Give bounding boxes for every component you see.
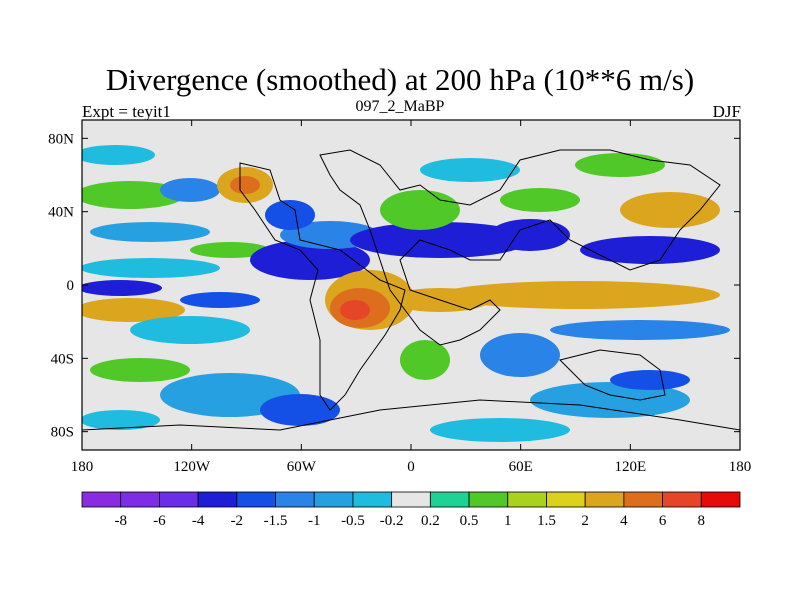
field-patch — [430, 418, 570, 442]
colorbar: -8 -6 -4 -2 -1.5 -1 -0.5 -0.2 0.2 0.5 1 1.5 2 4 6 8 — [81, 491, 741, 529]
field-patch — [190, 242, 270, 258]
eurasia-africa-outline — [319, 149, 721, 346]
colorbar-label: 0.2 — [421, 513, 440, 529]
australia-outline — [559, 349, 666, 401]
colorbar-label: 1 — [504, 513, 512, 529]
field-patch — [82, 298, 185, 322]
x-tick-label: 180 — [71, 459, 94, 475]
colorbar-box — [352, 491, 393, 508]
y-tick-label: 40N — [48, 205, 74, 221]
americas-outline — [239, 162, 406, 411]
field-patch — [82, 181, 185, 209]
field-patch — [230, 176, 260, 194]
x-tick-label: 60E — [509, 459, 533, 475]
colorbar-box — [429, 491, 470, 508]
x-tick-label: 120W — [173, 459, 211, 475]
colorbar-label: 8 — [698, 513, 706, 529]
field-patch — [550, 320, 730, 340]
field-patch — [400, 340, 450, 380]
colorbar-box — [197, 491, 238, 508]
field-patch — [82, 410, 160, 430]
colorbar-label: 4 — [620, 513, 628, 529]
field-patch — [265, 200, 315, 230]
run-label: 097_2_MaBP — [355, 98, 445, 115]
y-tick-label: 0 — [67, 278, 75, 294]
field-patch — [350, 222, 530, 258]
colorbar-label: -0.2 — [380, 513, 404, 529]
field-patch — [420, 158, 520, 182]
field-shading — [82, 145, 730, 442]
field-patch — [130, 316, 250, 344]
colorbar-box — [662, 491, 702, 508]
colorbar-box — [120, 491, 160, 508]
field-patch — [82, 280, 162, 296]
colorbar-box — [81, 491, 122, 508]
colorbar-box — [313, 491, 354, 508]
field-patch — [340, 300, 370, 320]
field-patch — [260, 394, 340, 426]
colorbar-label: 2 — [581, 513, 589, 529]
colorbar-label: 0.5 — [460, 513, 479, 529]
field-patch — [380, 190, 460, 230]
colorbar-box — [584, 491, 625, 508]
season-label: DJF — [712, 102, 741, 121]
colorbar-label: -1 — [308, 513, 321, 529]
colorbar-box — [468, 491, 509, 508]
colorbar-box — [700, 491, 741, 508]
colorbar-box — [275, 491, 315, 508]
colorbar-label: -6 — [153, 513, 166, 529]
field-patch — [620, 192, 720, 228]
colorbar-box — [236, 491, 276, 508]
colorbar-label: -4 — [192, 513, 205, 529]
field-patch — [610, 370, 690, 390]
y-tick-label: 80S — [51, 425, 74, 441]
field-patch — [575, 153, 665, 177]
field-patch — [440, 281, 720, 309]
field-patch — [180, 292, 260, 308]
field-patch — [530, 382, 690, 418]
x-tick-label: 0 — [407, 459, 415, 475]
colorbar-box — [623, 491, 663, 508]
colorbar-box — [391, 491, 431, 508]
field-patch — [90, 222, 210, 242]
field-patch — [82, 258, 220, 278]
antarctica-outline — [82, 399, 740, 431]
colorbar-box — [546, 491, 586, 508]
field-patch — [90, 358, 190, 382]
colorbar-label: -0.5 — [341, 513, 365, 529]
x-axis: 180 120W 60W 0 60E 120E 180 — [71, 120, 752, 475]
x-tick-label: 180 — [729, 459, 752, 475]
plot-area — [82, 120, 740, 450]
field-patch — [500, 188, 580, 212]
field-patch — [480, 333, 560, 377]
y-tick-label: 40S — [51, 351, 74, 367]
colorbar-box — [159, 491, 199, 508]
x-tick-label: 120E — [614, 459, 646, 475]
colorbar-label: -1.5 — [264, 513, 288, 529]
colorbar-box — [507, 491, 547, 508]
x-tick-label: 60W — [287, 459, 317, 475]
field-patch — [82, 145, 155, 165]
coastlines — [82, 149, 740, 431]
colorbar-label: -2 — [231, 513, 244, 529]
field-patch — [580, 236, 720, 264]
chart-title: Divergence (smoothed) at 200 hPa (10**6 … — [105, 62, 695, 97]
field-patch — [490, 219, 570, 251]
colorbar-label: 6 — [659, 513, 667, 529]
colorbar-label: -8 — [114, 513, 127, 529]
experiment-label: Expt = teyit1 — [82, 102, 171, 121]
colorbar-label: 1.5 — [537, 513, 556, 529]
y-axis: 80N 40N 0 40S 80S — [48, 131, 740, 441]
y-tick-label: 80N — [48, 131, 74, 147]
field-patch — [160, 178, 220, 202]
